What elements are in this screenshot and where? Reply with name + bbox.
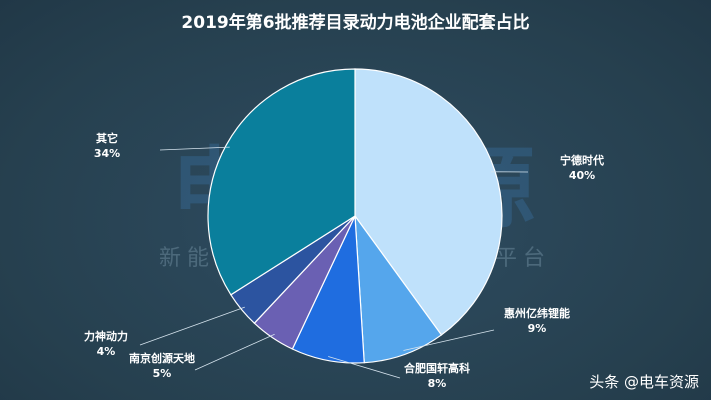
leader-line bbox=[328, 356, 401, 379]
slice-value-label: 8% bbox=[428, 377, 447, 390]
slice-label: 合肥国轩高科 bbox=[404, 361, 470, 375]
chart-title: 2019年第6批推荐目录动力电池企业配套占比 bbox=[181, 13, 530, 33]
leader-line bbox=[194, 333, 275, 371]
slice-label: 力神动力 bbox=[84, 329, 128, 343]
corner-credit: 头条 @电车资源 bbox=[589, 373, 699, 391]
slice-label: 南京创源天地 bbox=[129, 351, 195, 365]
slice-value-label: 4% bbox=[97, 345, 116, 358]
leader-line bbox=[403, 329, 495, 351]
slice-label: 宁德时代 bbox=[560, 153, 604, 167]
leader-line bbox=[159, 146, 230, 151]
slice-value-label: 5% bbox=[153, 367, 172, 380]
pie-slice bbox=[354, 213, 443, 364]
slice-value-label: 40% bbox=[569, 169, 595, 182]
slice-label: 惠州亿纬锂能 bbox=[504, 306, 570, 320]
slice-label: 其它 bbox=[96, 131, 118, 145]
pie-slice bbox=[207, 68, 356, 296]
pie-slice bbox=[354, 68, 503, 336]
slice-value-label: 34% bbox=[94, 147, 120, 160]
slice-value-label: 9% bbox=[528, 322, 547, 335]
leader-line bbox=[139, 306, 245, 346]
